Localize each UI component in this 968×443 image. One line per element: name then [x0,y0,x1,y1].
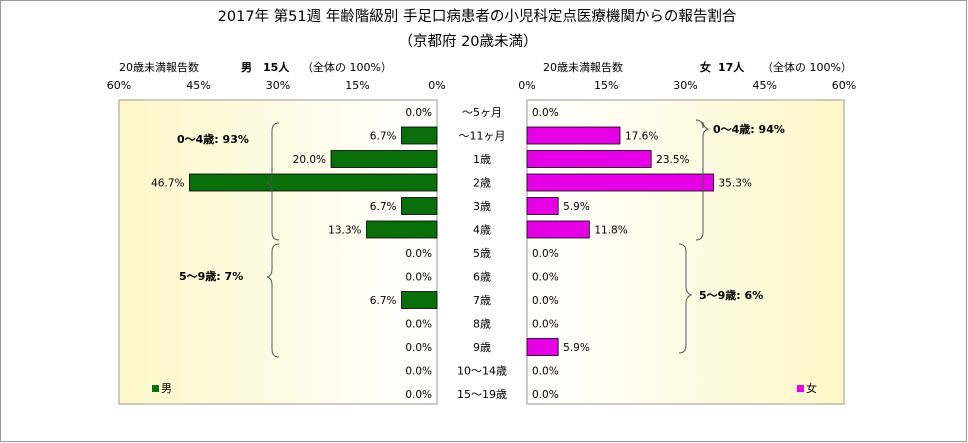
female-header-note: （全体の 100%） [762,60,852,74]
male-5-9-brace [266,243,280,358]
female-data-label: 5.9% [563,342,590,354]
male-data-label: 20.0% [293,154,326,166]
category-label: ～5ヶ月 [462,106,502,119]
female-data-label: 23.5% [656,154,689,166]
female-axis-ticks: 0% 15% 30% 45% 60% [518,79,856,92]
female-tick-label: 30% [673,79,697,92]
male-tick-label: 0% [428,79,445,92]
male-plot-area [118,99,438,405]
male-tick-label: 60% [107,79,131,92]
female-data-label: 0.0% [532,295,559,307]
male-bar [330,150,438,168]
male-data-label: 6.7% [370,131,397,143]
female-header-label: 20歳未満報告数 [543,61,623,74]
male-bar [189,173,438,192]
female-data-labels: 0.0% 17.6% 23.5% 35.3% 5.9% 11.8% 0.0% 0.0% 0.0%… [532,107,752,401]
male-bar [401,126,438,145]
female-header-count: 17人 [718,60,745,74]
male-0-4-brace [266,122,280,241]
female-tick-label: 45% [753,79,777,92]
male-header-note: （全体の 100%） [302,60,392,74]
female-data-label: 0.0% [532,272,559,284]
male-header-count: 15人 [263,60,290,74]
female-tick-label: 60% [832,79,856,92]
male-tick-label: 30% [266,79,290,92]
female-data-label: 35.3% [719,178,752,190]
male-legend-swatch [152,385,159,392]
male-bar [401,291,438,309]
male-data-label: 0.0% [405,107,432,119]
male-group-5-9-label: 5～9歳: 7% [179,269,243,283]
female-group-0-4-label: 0～4歳: 94% [713,122,785,136]
female-5-9-brace [678,243,693,354]
female-bar [526,197,559,215]
category-label: 3歳 [473,200,491,213]
male-data-label: 6.7% [370,201,397,213]
male-bars [189,126,438,309]
female-data-label: 0.0% [532,248,559,260]
male-tick-label: 45% [186,79,210,92]
category-label: 2歳 [473,177,491,190]
female-0-4-brace [695,119,710,241]
female-data-label: 0.0% [532,319,559,331]
female-legend-swatch [797,385,804,392]
female-bar [526,150,652,168]
male-bar [366,220,438,239]
male-data-label: 46.7% [151,178,184,190]
male-header-label: 20歳未満報告数 [119,61,199,74]
female-data-label: 17.6% [625,131,658,143]
category-label: ～11ヶ月 [459,130,506,143]
female-bar [526,126,621,145]
category-label: 15～19歳 [457,388,507,401]
male-data-labels: 0.0% 6.7% 20.0% 46.7% 6.7% 13.3% 0.0% 0.0% 6.7% 0… [151,107,432,401]
category-label: 5歳 [473,247,491,260]
male-data-label: 0.0% [405,389,432,401]
category-label: 7歳 [473,294,491,307]
male-data-label: 13.3% [328,225,361,237]
male-tick-label: 15% [345,79,369,92]
female-data-label: 11.8% [594,225,627,237]
female-group-5-9-label: 5～9歳: 6% [699,288,763,302]
female-data-label: 0.0% [532,366,559,378]
female-data-label: 5.9% [563,201,590,213]
female-data-label: 0.0% [532,107,559,119]
female-bars [526,126,714,356]
category-label: 4歳 [473,224,491,237]
female-bar [526,338,559,356]
male-bar [401,197,438,215]
male-data-label: 0.0% [405,248,432,260]
male-legend-label: 男 [161,382,172,395]
female-bar [526,220,590,239]
female-header-sex: 女 [700,60,711,74]
female-tick-label: 0% [518,79,535,92]
category-label: 1歳 [473,153,491,166]
male-data-label: 0.0% [405,342,432,354]
female-data-label: 0.0% [532,389,559,401]
male-data-label: 0.0% [405,366,432,378]
category-label: 9歳 [473,341,491,354]
category-label: 6歳 [473,271,491,284]
male-data-label: 0.0% [405,319,432,331]
male-data-label: 0.0% [405,272,432,284]
male-axis-ticks: 60% 45% 30% 15% 0% [107,79,446,92]
male-group-0-4-label: 0～4歳: 93% [177,132,249,146]
male-data-label: 6.7% [370,295,397,307]
male-header-sex: 男 [241,61,252,74]
chart-subtitle: （京都府 20歳未満） [398,33,537,50]
female-bar [526,173,714,192]
female-tick-label: 15% [594,79,618,92]
chart-title: 2017年 第51週 年齢階級別 手足口病患者の小児科定点医療機関からの報告割合 [218,7,737,25]
category-label: 10～14歳 [457,365,507,378]
category-label: 8歳 [473,318,491,331]
female-legend-label: 女 [806,381,817,395]
category-labels: ～5ヶ月 ～11ヶ月 1歳 2歳 3歳 4歳 5歳 6歳 7歳 8歳 9歳 10～14歳 15～19歳 [457,106,507,401]
